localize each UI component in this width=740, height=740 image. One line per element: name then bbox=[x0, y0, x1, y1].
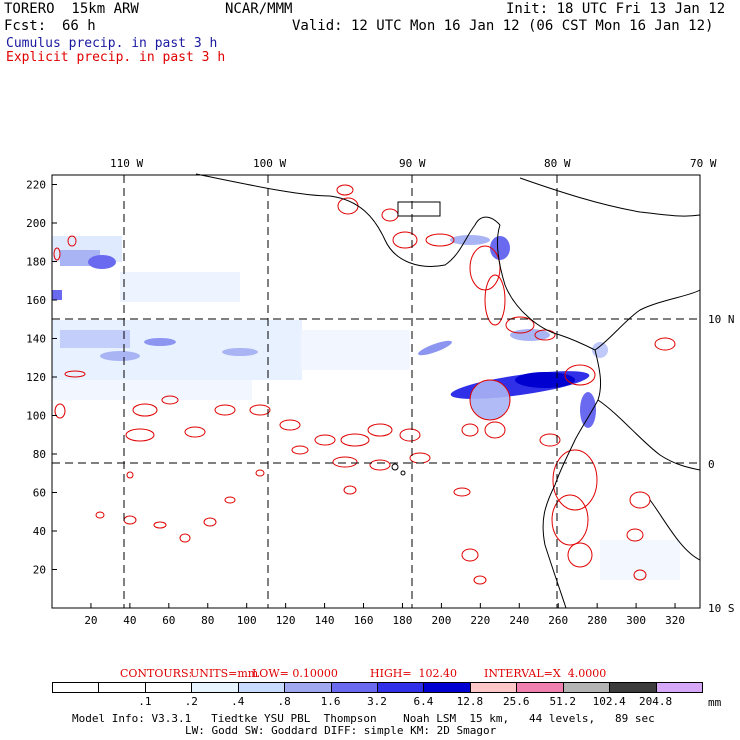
cumulus-field-label: Cumulus precip. in past 3 h bbox=[6, 36, 218, 51]
model-physics: LW: Godd SW: Goddard DIFF: simple KM: 2D… bbox=[185, 724, 497, 737]
x-tick-label: 320 bbox=[665, 614, 685, 627]
colorbar-swatch bbox=[562, 682, 611, 693]
colorbar-swatch bbox=[330, 682, 378, 693]
y-tick-label: 100 bbox=[26, 410, 46, 423]
colorbar-label: 1.6 bbox=[320, 695, 341, 708]
colorbar-label: 3.2 bbox=[367, 695, 387, 708]
x-tick-label: 220 bbox=[470, 614, 490, 627]
colorbar-swatch bbox=[469, 682, 518, 693]
y-tick-label: 40 bbox=[33, 525, 46, 538]
forecast-label: Fcst: bbox=[4, 18, 47, 34]
colorbar-label: .1 bbox=[138, 695, 152, 708]
cumulus-precip-shading bbox=[52, 235, 680, 580]
x-tick-label: 80 bbox=[201, 614, 214, 627]
valid-time: Valid: 12 UTC Mon 16 Jan 12 (06 CST Mon … bbox=[292, 18, 714, 34]
contours-label: CONTOURS: bbox=[120, 667, 193, 680]
latlon-grid bbox=[52, 175, 700, 608]
x-tick-label: 260 bbox=[548, 614, 568, 627]
colorbar-label: 25.6 bbox=[503, 695, 530, 708]
colorbar-label: 204.8 bbox=[639, 695, 673, 708]
model-info: Model Info: V3.3.1 Tiedtke YSU PBL Thomp… bbox=[72, 712, 655, 725]
org-label: NCAR/MMM bbox=[225, 1, 293, 17]
explicit-precip-contours bbox=[53, 184, 676, 585]
x-tick-label: 120 bbox=[276, 614, 296, 627]
x-tick-label: 40 bbox=[123, 614, 136, 627]
model-title: TORERO 15km ARW bbox=[4, 1, 139, 17]
colorbar-label: 6.4 bbox=[413, 695, 434, 708]
explicit-field-label: Explicit precip. in past 3 h bbox=[6, 50, 226, 65]
colorbar-swatch bbox=[191, 682, 239, 693]
y-tick-label: 80 bbox=[33, 448, 46, 461]
x-tick-label: 140 bbox=[315, 614, 335, 627]
y-tick-label: 60 bbox=[33, 487, 46, 500]
x-tick-label: 300 bbox=[626, 614, 646, 627]
lon-label-110w: 110 W bbox=[110, 157, 143, 170]
colorbar-label: 12.8 bbox=[456, 695, 484, 708]
lon-label-70w: 70 W bbox=[690, 157, 717, 170]
lon-label-80w: 80 W bbox=[544, 157, 571, 170]
units-label: UNITS=mm bbox=[190, 667, 259, 680]
colorbar-swatch bbox=[284, 682, 332, 693]
lat-label-0: 0 bbox=[708, 458, 715, 471]
y-tick-label: 140 bbox=[26, 333, 46, 346]
interval-label: INTERVAL=X 4.0000 bbox=[484, 667, 607, 680]
colorbar-swatch bbox=[655, 682, 703, 693]
x-tick-label: 100 bbox=[237, 614, 257, 627]
y-tick-label: 20 bbox=[33, 564, 46, 577]
colorbar-swatch bbox=[609, 682, 657, 693]
high-label: HIGH= 102.40 bbox=[370, 667, 458, 680]
x-tick-label: 60 bbox=[162, 614, 175, 627]
x-tick-label: 280 bbox=[587, 614, 607, 627]
init-time: Init: 18 UTC Fri 13 Jan 12 bbox=[506, 1, 726, 17]
colorbar-swatch bbox=[377, 682, 425, 693]
colorbar-label: 51.2 bbox=[549, 695, 576, 708]
y-tick-label: 120 bbox=[26, 371, 46, 384]
x-tick-label: 160 bbox=[354, 614, 374, 627]
colorbar-unit: mm bbox=[708, 696, 722, 709]
x-tick-label: 200 bbox=[431, 614, 451, 627]
colorbar-label: .8 bbox=[277, 695, 291, 708]
y-tick-label: 160 bbox=[26, 294, 46, 307]
y-tick-label: 220 bbox=[26, 179, 46, 192]
lon-label-100w: 100 W bbox=[253, 157, 286, 170]
colorbar-label: 102.4 bbox=[592, 695, 626, 708]
x-tick-label: 20 bbox=[84, 614, 97, 627]
colorbar-label: .2 bbox=[184, 695, 198, 708]
axis-ticks: 20 40 60 80 100 120 140 160 180 200 220 240 260 280 30… bbox=[26, 179, 685, 628]
colorbar-swatch bbox=[52, 682, 100, 693]
y-tick-label: 180 bbox=[26, 256, 46, 269]
colorbar-swatch bbox=[144, 682, 193, 693]
lat-label-10s: 10 S bbox=[708, 602, 735, 615]
x-tick-label: 240 bbox=[509, 614, 529, 627]
lat-label-10n: 10 N bbox=[708, 313, 735, 326]
low-label: LOW= 0.10000 bbox=[252, 667, 338, 680]
forecast-hours: 66 h bbox=[62, 18, 96, 34]
colorbar-swatch bbox=[237, 682, 286, 693]
y-tick-label: 200 bbox=[26, 217, 46, 230]
plot-frame bbox=[51, 174, 701, 609]
x-tick-label: 180 bbox=[393, 614, 413, 627]
colorbar-swatch bbox=[516, 682, 564, 693]
colorbar-swatch bbox=[98, 682, 146, 693]
colorbar-swatch bbox=[423, 682, 471, 693]
lon-label-90w: 90 W bbox=[399, 157, 426, 170]
colorbar-label: .4 bbox=[231, 695, 245, 708]
